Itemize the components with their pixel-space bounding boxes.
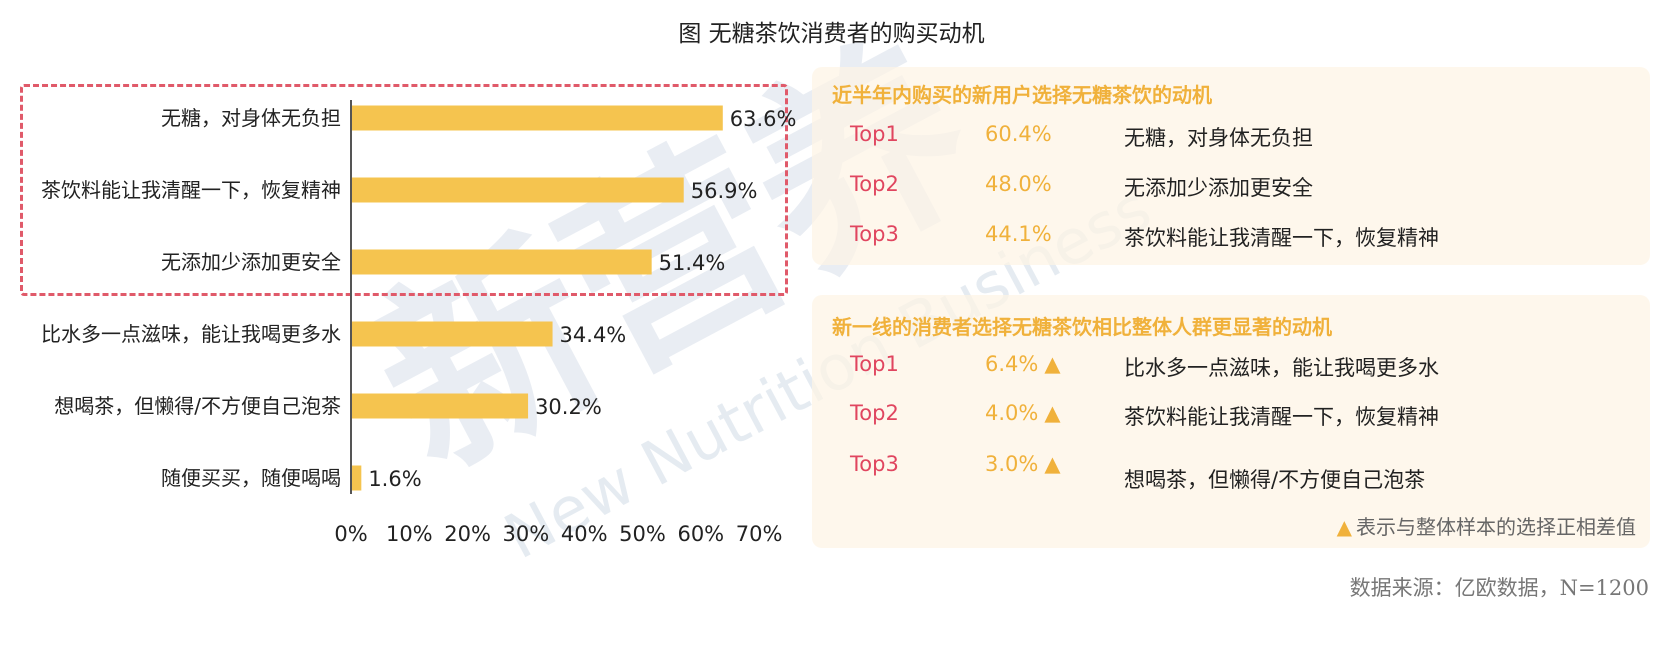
category-label: 无添加少添加更安全 [161, 250, 341, 274]
category-label: 无糖，对身体无负担 [161, 106, 341, 130]
bar [352, 465, 362, 491]
bar [352, 249, 652, 275]
pct-value: 4.0% [985, 401, 1039, 425]
legend-note: ▲ 表示与整体样本的选择正相差值 [1337, 511, 1636, 540]
rank-label: Top1 [850, 122, 899, 146]
x-tick-label: 20% [444, 522, 491, 546]
rank-label: Top2 [850, 401, 899, 425]
panel-new-users: 近半年内购买的新用户选择无糖茶饮的动机 Top1 60.4% 无糖，对身体无负担… [812, 67, 1650, 265]
data-label: 63.6% [730, 107, 797, 131]
x-tick-label: 60% [677, 522, 724, 546]
category-label: 想喝茶，但懒得/不方便自己泡茶 [54, 394, 341, 418]
x-tick-label: 0% [334, 522, 367, 546]
rank-label: Top3 [850, 222, 899, 246]
reason-text: 茶饮料能让我清醒一下，恢复精神 [1124, 226, 1439, 250]
triangle-up-icon: ▲ [1336, 515, 1352, 539]
reason-text: 想喝茶，但懒得/不方便自己泡茶 [1124, 468, 1426, 492]
data-label: 56.9% [691, 179, 758, 203]
pct-value: 44.1% [985, 222, 1052, 246]
pct-value: 48.0% [985, 172, 1052, 196]
data-label: 30.2% [535, 395, 602, 419]
data-label: 1.6% [368, 467, 421, 491]
category-label: 比水多一点滋味，能让我喝更多水 [41, 322, 341, 346]
x-tick-label: 70% [736, 522, 783, 546]
data-label: 34.4% [560, 323, 627, 347]
list-item: Top2 4.0% ▲ 茶饮料能让我清醒一下，恢复精神 [812, 401, 1650, 431]
reason-text: 比水多一点滋味，能让我喝更多水 [1124, 356, 1439, 380]
triangle-up-icon: ▲ [1044, 401, 1061, 425]
list-item: Top3 3.0% ▲ 想喝茶，但懒得/不方便自己泡茶 [812, 452, 1650, 492]
bar [352, 393, 529, 419]
reason-text: 无添加少添加更安全 [1124, 176, 1313, 200]
pct-value: 3.0% [985, 452, 1039, 476]
rank-label: Top1 [850, 352, 899, 376]
chart-title: 图 无糖茶饮消费者的购买动机 [678, 21, 985, 47]
bar [352, 177, 684, 203]
note-text: 表示与整体样本的选择正相差值 [1356, 515, 1636, 539]
data-source: 数据来源：亿欧数据，N=1200 [1349, 576, 1649, 600]
pct-value: 60.4% [985, 122, 1052, 146]
category-label: 随便买买，随便喝喝 [161, 466, 341, 490]
list-item: Top3 44.1% 茶饮料能让我清醒一下，恢复精神 [812, 222, 1650, 252]
pct-value: 6.4% [985, 352, 1039, 376]
x-tick-label: 50% [619, 522, 666, 546]
category-label: 茶饮料能让我清醒一下，恢复精神 [41, 178, 341, 202]
bar [352, 105, 723, 131]
data-label: 51.4% [659, 251, 726, 275]
bar [352, 321, 553, 347]
rank-label: Top3 [850, 452, 899, 476]
rank-label: Top2 [850, 172, 899, 196]
reason-text: 茶饮料能让我清醒一下，恢复精神 [1124, 405, 1439, 429]
panel-title: 新一线的消费者选择无糖茶饮相比整体人群更显著的动机 [832, 315, 1332, 339]
panel-title: 近半年内购买的新用户选择无糖茶饮的动机 [832, 83, 1212, 107]
highlight-box [20, 84, 788, 296]
list-item: Top1 6.4% ▲ 比水多一点滋味，能让我喝更多水 [812, 352, 1650, 382]
x-tick-label: 10% [386, 522, 433, 546]
bar-chart: 无糖，对身体无负担 63.6% 茶饮料能让我清醒一下，恢复精神 56.9% 无添加少添加… [41, 100, 797, 546]
x-tick-label: 40% [561, 522, 608, 546]
triangle-up-icon: ▲ [1044, 352, 1061, 376]
list-item: Top2 48.0% 无添加少添加更安全 [812, 172, 1650, 202]
reason-text: 无糖，对身体无负担 [1124, 126, 1313, 150]
list-item: Top1 60.4% 无糖，对身体无负担 [812, 122, 1650, 152]
x-tick-label: 30% [503, 522, 550, 546]
panel-new-tier1: 新一线的消费者选择无糖茶饮相比整体人群更显著的动机 Top1 6.4% ▲ 比水多… [812, 295, 1650, 548]
triangle-up-icon: ▲ [1044, 452, 1061, 476]
